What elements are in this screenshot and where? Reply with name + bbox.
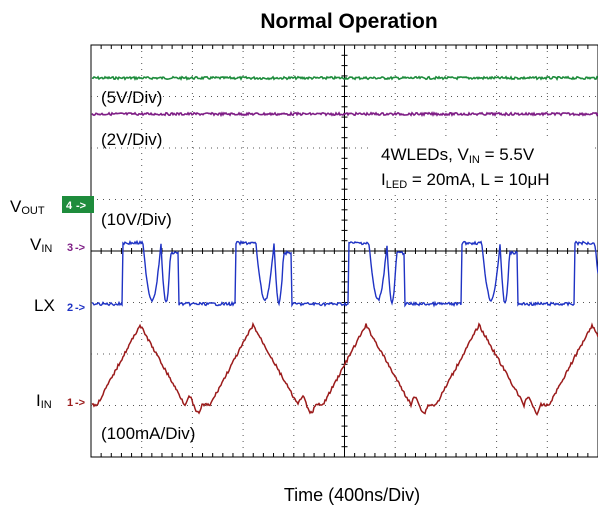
- x-axis-label: Time (400ns/Div): [284, 485, 420, 505]
- vin-marker: 3 ->: [67, 242, 85, 254]
- vin-trace: [91, 110, 598, 118]
- conditions-line-2: ILED = 20mA, L = 10μH: [381, 170, 550, 191]
- svg-text:4: 4: [66, 200, 73, 212]
- vout-scale-label: (10V/Div): [101, 210, 172, 229]
- svg-text:1: 1: [67, 397, 73, 409]
- iin-channel-label: IIN: [36, 391, 52, 411]
- plot-grid: [90, 44, 598, 458]
- lx-marker: 2 ->: [67, 302, 85, 314]
- svg-text:->: ->: [76, 200, 86, 212]
- svg-text:2: 2: [67, 302, 73, 314]
- vout-trace: [91, 75, 598, 81]
- svg-text:->: ->: [75, 397, 85, 409]
- svg-text:->: ->: [75, 302, 85, 314]
- iin-scale-label: (100mA/Div): [101, 424, 195, 443]
- iin-trace: [91, 321, 598, 417]
- vout-channel-label: VOUT: [10, 197, 45, 217]
- vin-channel-label: VIN: [30, 235, 52, 255]
- svg-text:->: ->: [75, 242, 85, 254]
- iin-marker: 1 ->: [67, 397, 85, 409]
- conditions-backdrop: [372, 140, 594, 192]
- chart-title: Normal Operation: [260, 10, 437, 33]
- lx-trace: [91, 239, 598, 308]
- lx-channel-label: LX: [34, 296, 55, 315]
- waveform-traces: [91, 75, 598, 417]
- svg-text:3: 3: [67, 242, 73, 254]
- conditions-line-1: 4WLEDs, VIN = 5.5V: [381, 145, 535, 166]
- vout-marker: 4 ->: [62, 196, 94, 213]
- lx-scale-label: (5V/Div): [101, 88, 162, 107]
- vin-scale-label: (2V/Div): [101, 130, 162, 149]
